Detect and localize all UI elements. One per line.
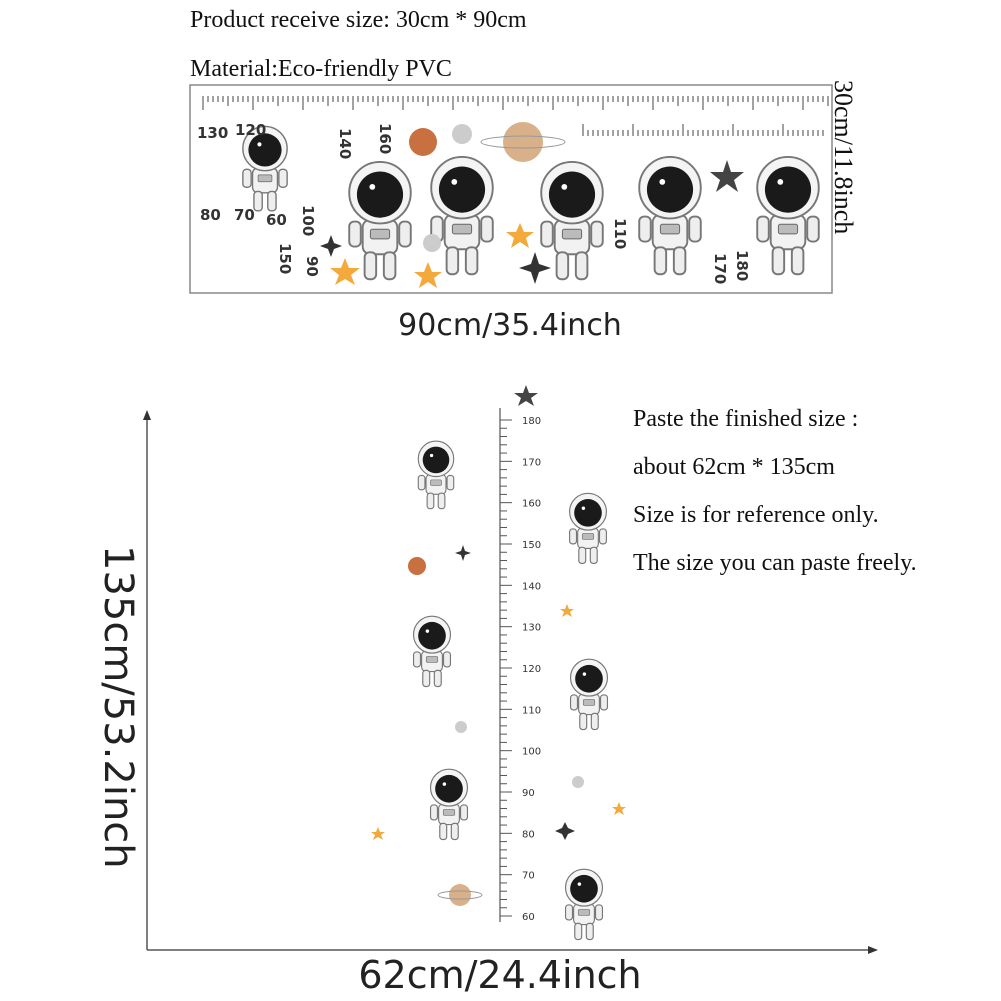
- note: Paste the finished size :: [633, 406, 858, 432]
- finished-art: [371, 440, 626, 941]
- sheet-number: 100: [299, 205, 317, 236]
- sheet-number: 130: [197, 124, 228, 142]
- astronaut: [412, 615, 452, 688]
- star: [506, 223, 534, 248]
- star: [330, 258, 360, 285]
- ruler-label: 160: [522, 499, 541, 510]
- sparkle: [320, 235, 342, 257]
- sparkle: [519, 252, 551, 284]
- ruler: 180 170 160 150 140 130 120 110 100 90 80 70 60: [500, 416, 541, 923]
- ruler-label: 90: [522, 788, 535, 799]
- sheet: [189, 84, 833, 294]
- ruler-label: 60: [522, 912, 535, 923]
- planet: [423, 234, 441, 252]
- astronaut: [564, 868, 604, 941]
- sparkle: [455, 545, 471, 561]
- sheet-number: 110: [611, 218, 629, 249]
- size-text: Product receive size: 30cm * 90cm: [190, 7, 527, 33]
- star: [612, 802, 626, 815]
- planet: [572, 776, 584, 788]
- sheet-ruler: [202, 96, 829, 136]
- ruler-label: 100: [522, 747, 541, 758]
- sheet-art: [241, 122, 820, 288]
- ruler-label: 130: [522, 623, 541, 634]
- note: Size is for reference only.: [633, 502, 879, 528]
- star: [371, 827, 385, 840]
- sheet-number: 170: [711, 253, 729, 284]
- ruler-label: 80: [522, 829, 535, 840]
- ruler-label: 140: [522, 581, 541, 592]
- planet: [455, 721, 467, 733]
- planet: [408, 557, 426, 575]
- astronaut: [569, 492, 607, 565]
- sheet-number: 60: [266, 211, 287, 229]
- sheet-number: 150: [276, 243, 294, 274]
- planet: [449, 884, 471, 906]
- sheet-number: 180: [733, 250, 751, 281]
- sheet-number: 120: [235, 121, 266, 139]
- sheet-number: 70: [234, 206, 255, 224]
- sheet-number: 90: [303, 256, 321, 277]
- sheet-width-label: 90cm/35.4inch: [398, 308, 622, 343]
- star: [560, 604, 574, 617]
- astronaut: [417, 440, 455, 510]
- ruler-label: 180: [522, 416, 541, 427]
- planet: [452, 124, 472, 144]
- note: The size you can paste freely.: [633, 550, 917, 576]
- astronaut: [569, 658, 609, 731]
- star: [514, 385, 538, 406]
- ruler-label: 110: [522, 705, 541, 716]
- material-text: Material:Eco-friendly PVC: [190, 56, 452, 82]
- finished-width-label: 62cm/24.4inch: [358, 953, 641, 997]
- note: about 62cm * 135cm: [633, 454, 835, 480]
- star: [414, 262, 442, 288]
- ring: [437, 890, 483, 900]
- sheet-number: 140: [336, 128, 354, 159]
- axes: [143, 410, 878, 954]
- ruler-label: 150: [522, 540, 541, 551]
- sparkle: [555, 822, 575, 840]
- ruler-label: 120: [522, 664, 541, 675]
- star: [710, 160, 744, 192]
- sheet-numbers: 130 120 140 160 80 70 60 100 150 90 110 …: [197, 121, 751, 284]
- planet: [503, 122, 543, 162]
- ring: [480, 135, 566, 149]
- ruler-label: 70: [522, 871, 535, 882]
- sheet-number: 80: [200, 206, 221, 224]
- planet: [409, 128, 437, 156]
- ruler-label: 170: [522, 457, 541, 468]
- sheet-height-label: 30cm/11.8inch: [829, 80, 858, 234]
- finished-height-label: 135cm/53.2inch: [95, 545, 141, 869]
- sheet-number: 160: [376, 123, 394, 154]
- astronaut: [429, 768, 469, 841]
